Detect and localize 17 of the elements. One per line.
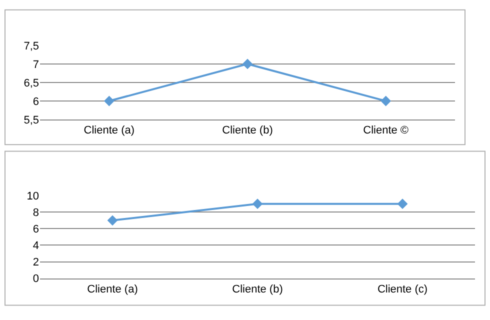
y-tick-label: 6: [32, 96, 39, 108]
y-tick-label: 6: [32, 224, 39, 236]
y-tick-label: 7: [32, 58, 39, 71]
x-tick-label: Cliente (a): [84, 124, 135, 137]
y-tick-label: 6,5: [24, 77, 39, 90]
y-tick-label: 4: [32, 240, 39, 252]
x-tick-label: Cliente (b): [232, 284, 283, 296]
x-tick-label: Cliente (a): [87, 284, 138, 296]
x-tick-label: Cliente (b): [222, 124, 273, 137]
y-tick-label: 0: [32, 273, 39, 286]
x-tick-label: Cliente ©: [363, 124, 409, 137]
x-tick-label: Cliente (c): [377, 284, 428, 296]
y-tick-label: 5,5: [24, 114, 39, 126]
y-tick-label: 2: [32, 256, 39, 269]
y-tick-label: 7,5: [24, 40, 39, 52]
y-tick-label: 10: [26, 190, 39, 202]
y-tick-label: 8: [32, 206, 39, 219]
